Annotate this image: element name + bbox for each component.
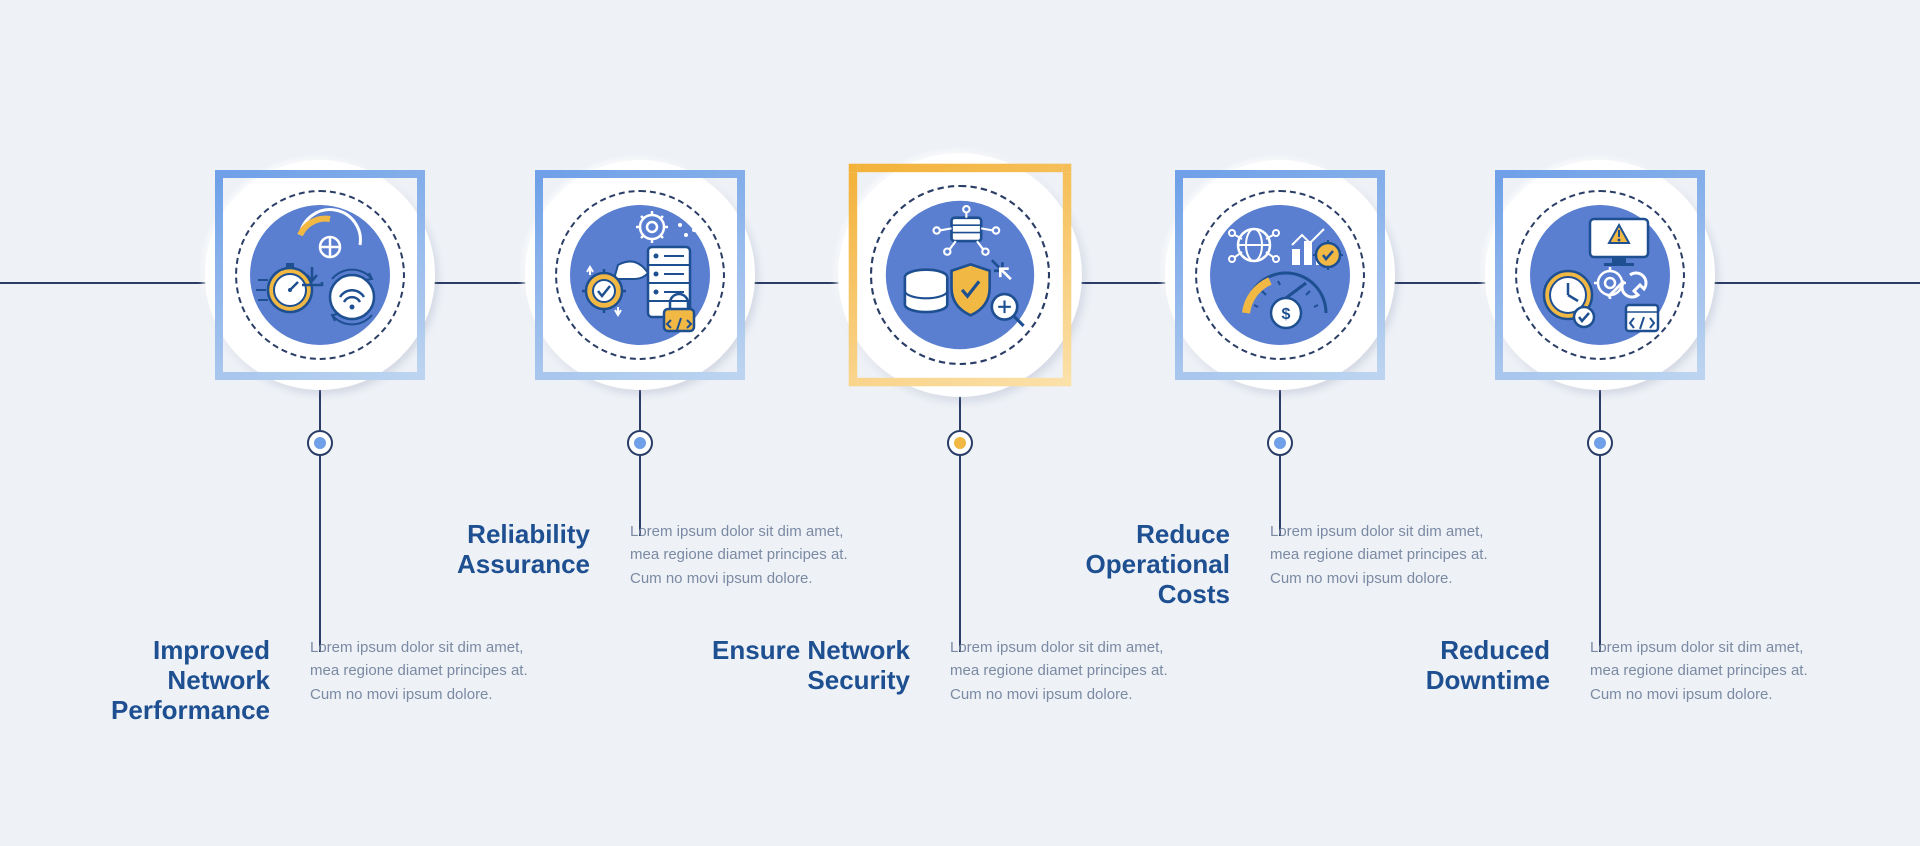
title-downtime: Reduced Downtime xyxy=(1330,636,1550,696)
inner-circle xyxy=(570,205,710,345)
reliability-icon xyxy=(570,205,710,345)
circle-security xyxy=(838,153,1082,397)
svg-text:$: $ xyxy=(1282,306,1291,323)
textblock-downtime: Reduced Downtime Lorem ipsum dolor sit d… xyxy=(1330,636,1830,706)
circle-downtime xyxy=(1485,160,1715,390)
performance-icon xyxy=(250,205,390,345)
dot xyxy=(1267,430,1293,456)
dot xyxy=(627,430,653,456)
title-reliability: Reliability Assurance xyxy=(370,520,590,580)
infographic-row: $ xyxy=(0,160,1920,652)
inner-circle: $ xyxy=(1210,205,1350,345)
textblock-performance: Improved Network Performance Lorem ipsum… xyxy=(50,636,550,726)
costs-icon: $ xyxy=(1210,205,1350,345)
title-performance: Improved Network Performance xyxy=(50,636,270,726)
downtime-icon xyxy=(1530,205,1670,345)
inner-circle xyxy=(1530,205,1670,345)
security-icon xyxy=(886,201,1034,349)
inner-circle xyxy=(250,205,390,345)
stem xyxy=(1599,390,1601,430)
stem xyxy=(1599,456,1601,652)
stem xyxy=(1279,390,1281,430)
textblock-security: Ensure Network Security Lorem ipsum dolo… xyxy=(690,636,1190,706)
body-downtime: Lorem ipsum dolor sit dim amet, mea regi… xyxy=(1590,636,1830,706)
textblock-reliability: Reliability Assurance Lorem ipsum dolor … xyxy=(370,520,870,590)
circle-costs: $ xyxy=(1165,160,1395,390)
dot xyxy=(1587,430,1613,456)
title-security: Ensure Network Security xyxy=(690,636,910,696)
circle-reliability xyxy=(525,160,755,390)
body-security: Lorem ipsum dolor sit dim amet, mea regi… xyxy=(950,636,1190,706)
title-costs: Reduce Operational Costs xyxy=(1010,520,1230,610)
body-reliability: Lorem ipsum dolor sit dim amet, mea regi… xyxy=(630,520,870,590)
dot xyxy=(307,430,333,456)
stem xyxy=(319,390,321,430)
body-costs: Lorem ipsum dolor sit dim amet, mea regi… xyxy=(1270,520,1510,590)
dot xyxy=(947,430,973,456)
stem xyxy=(639,390,641,430)
inner-circle xyxy=(886,201,1034,349)
circle-performance xyxy=(205,160,435,390)
textblock-costs: Reduce Operational Costs Lorem ipsum dol… xyxy=(1010,520,1510,610)
stem xyxy=(959,456,961,652)
stem xyxy=(319,456,321,652)
body-performance: Lorem ipsum dolor sit dim amet, mea regi… xyxy=(310,636,550,706)
